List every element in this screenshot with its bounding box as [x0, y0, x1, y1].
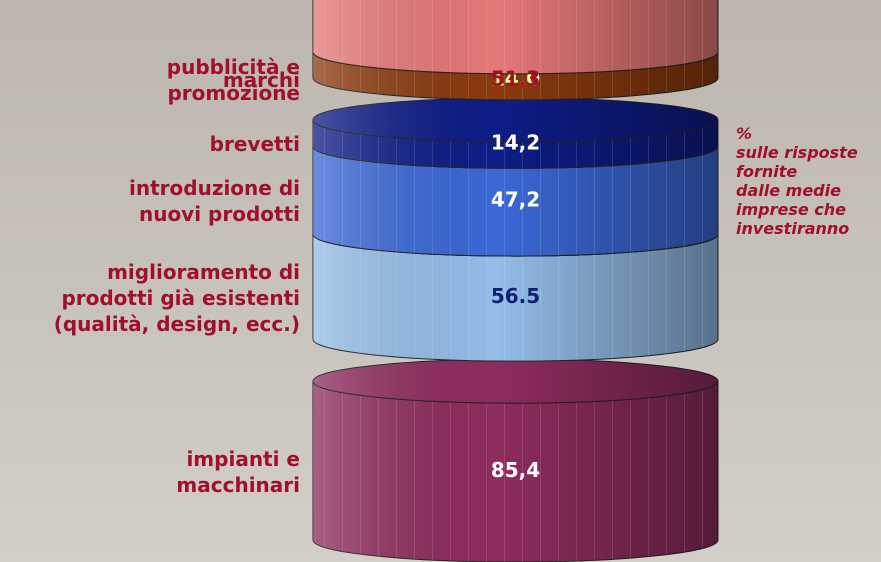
- category-label: impianti e macchinari: [176, 446, 300, 497]
- segment-stripes: [313, 51, 718, 100]
- category-label: introduzione di nuovi prodotti: [129, 176, 300, 227]
- category-label: miglioramento di prodotti già esistenti …: [53, 259, 300, 336]
- segment-top-shade: [313, 97, 718, 142]
- value-label: 51,3: [491, 67, 540, 91]
- category-label: pubblicità e promozione: [166, 55, 300, 105]
- value-label: 85,4: [491, 458, 540, 482]
- segment-stripes: [313, 0, 718, 74]
- segment-stripes: [313, 381, 718, 562]
- value-label: 56.5: [491, 284, 540, 308]
- segment-stripes: [313, 234, 718, 362]
- annotation: % sulle risposte fornite dalle medie imp…: [736, 124, 858, 238]
- value-label: 47,2: [491, 188, 540, 212]
- category-label: brevetti: [209, 132, 300, 157]
- segment-stripes: [313, 146, 718, 257]
- segment-top-shade: [313, 359, 718, 404]
- segment-stripes: [313, 119, 718, 169]
- category-label: marchi: [222, 68, 300, 92]
- value-label: 14,2: [491, 131, 540, 155]
